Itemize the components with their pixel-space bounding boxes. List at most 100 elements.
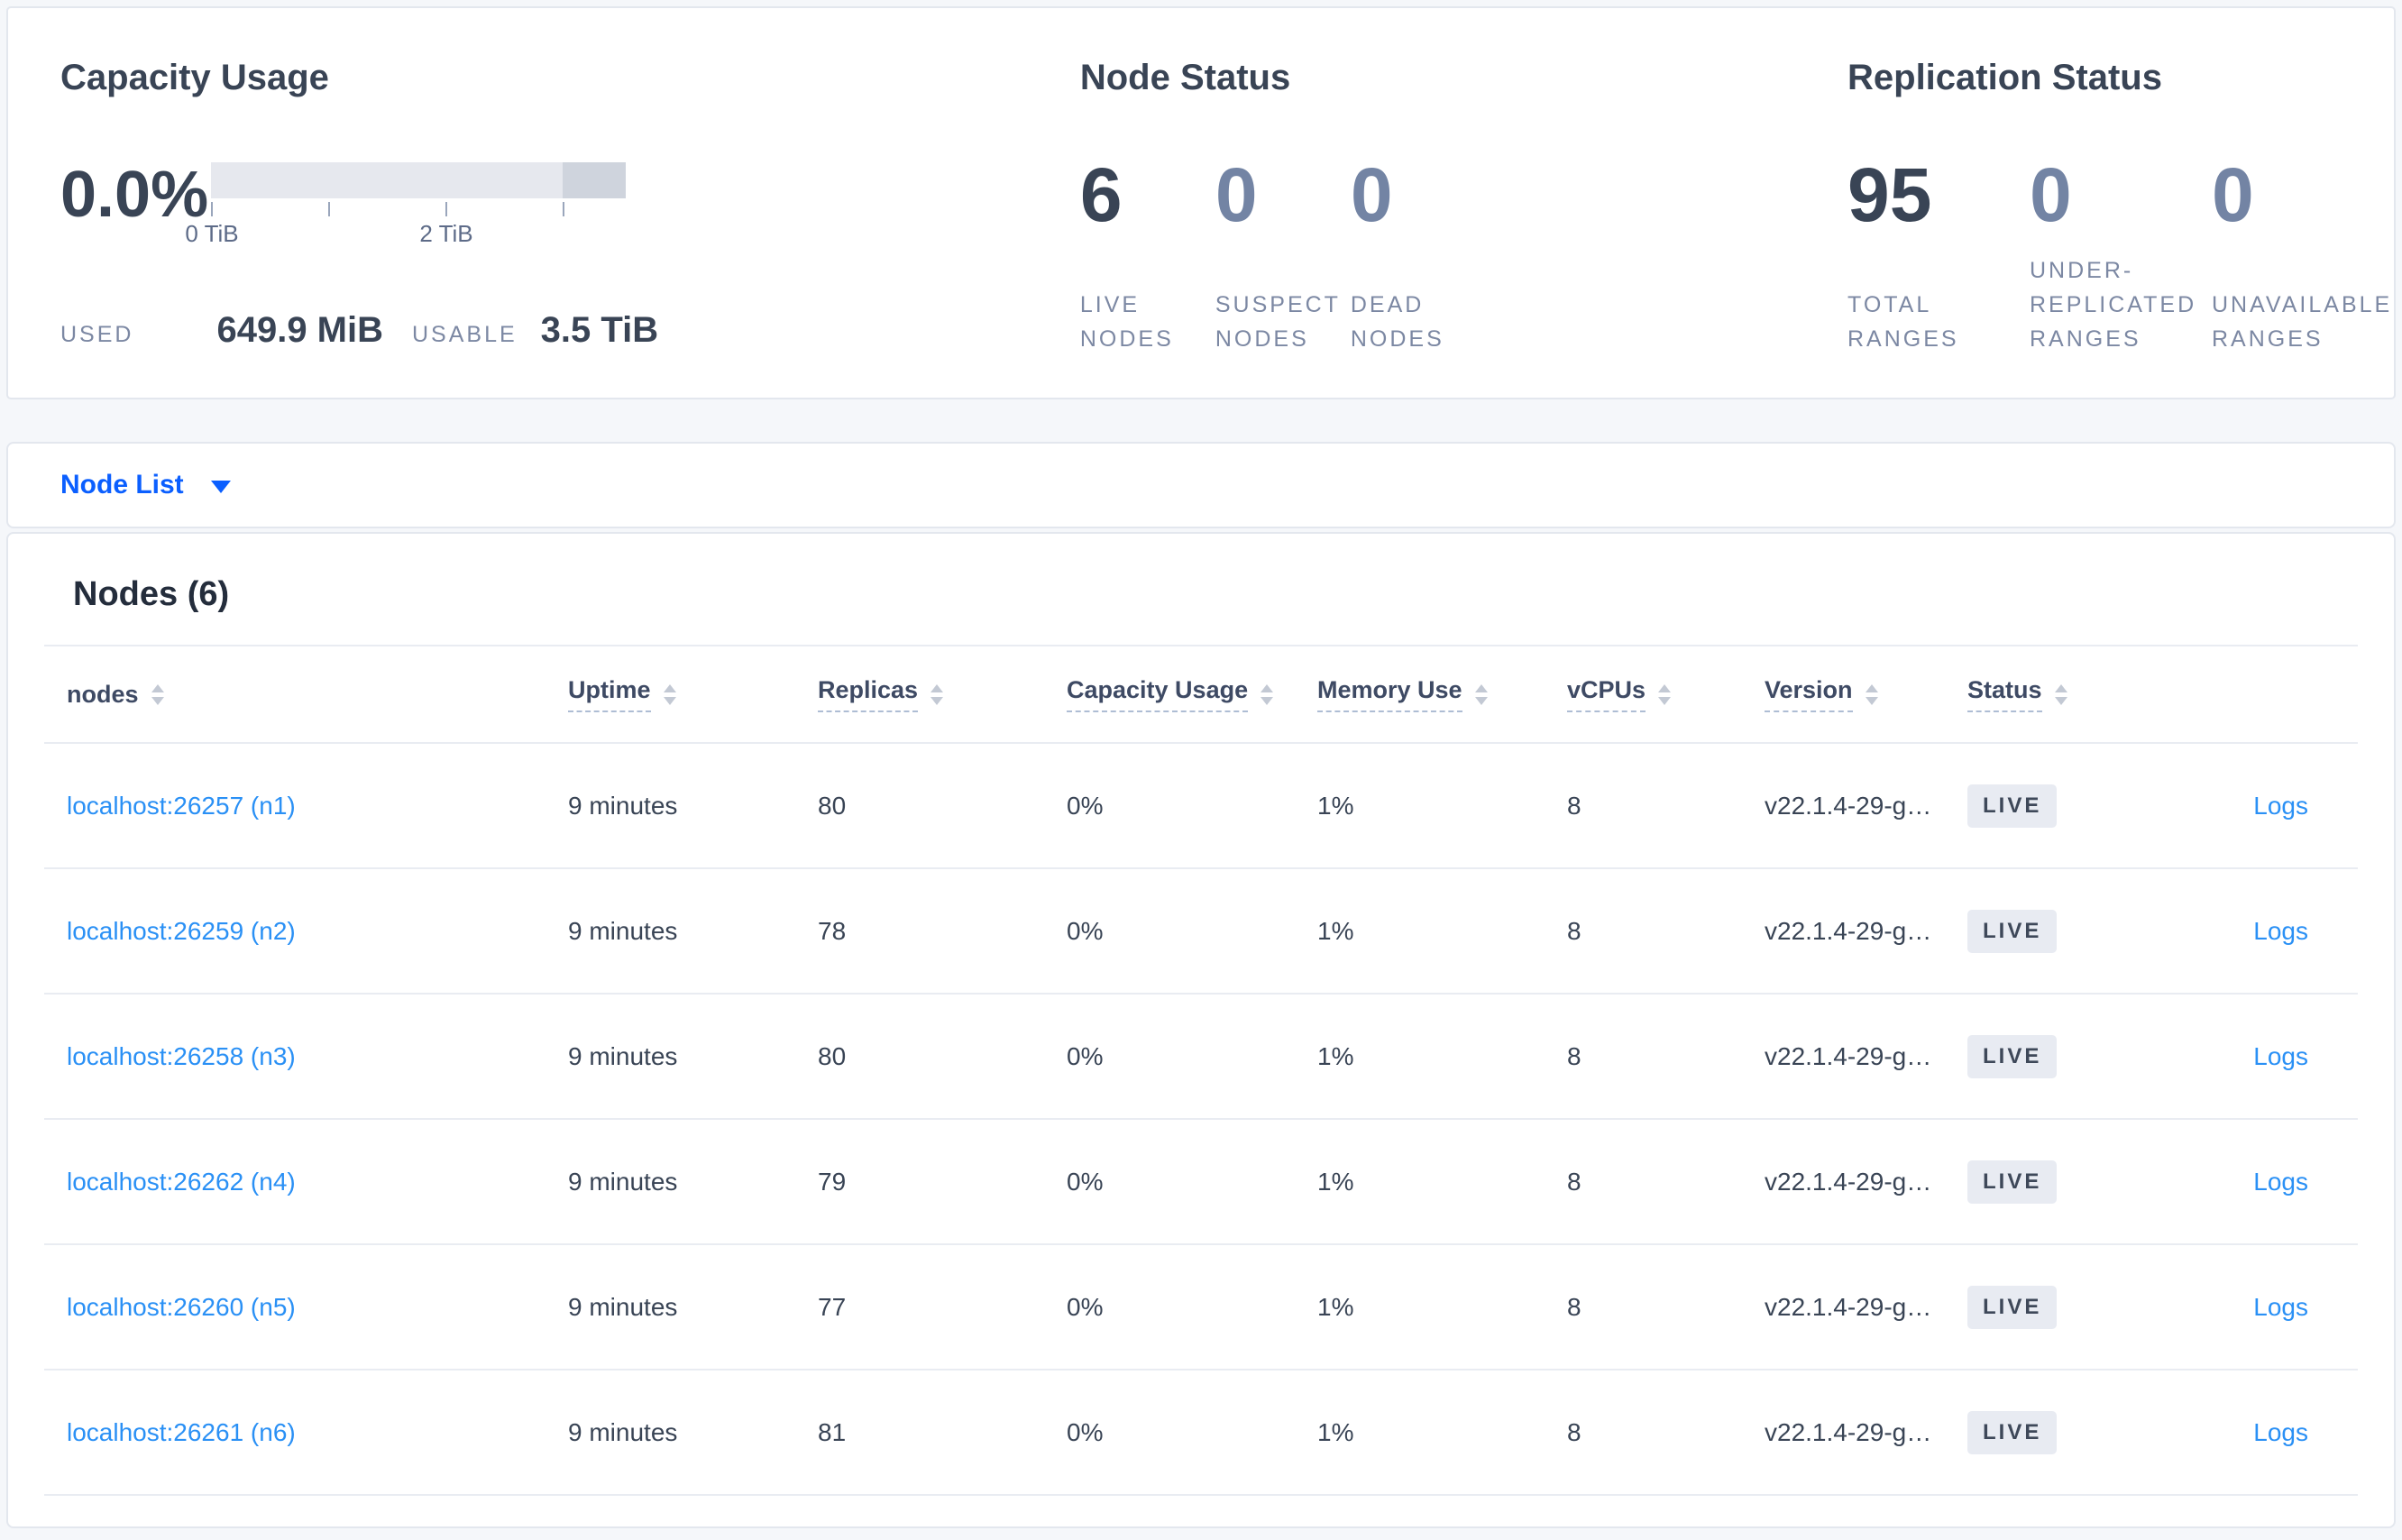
node-link[interactable]: localhost:26257 (n1)	[67, 791, 296, 820]
table-row: localhost:26261 (n6) 9 minutes 81 0% 1% …	[44, 1370, 2358, 1496]
column-header-replicas[interactable]: Replicas	[818, 676, 1067, 712]
axis-tick	[445, 202, 447, 216]
sort-icon	[663, 683, 676, 705]
usable-label: USABLE	[412, 322, 518, 347]
replicas-cell: 80	[818, 1041, 847, 1070]
node-link[interactable]: localhost:26260 (n5)	[67, 1292, 296, 1321]
live-nodes-value: 6	[1079, 152, 1123, 237]
replication-status-title: Replication Status	[1847, 58, 2162, 97]
nodes-table: nodes Uptime Replicas Capacity Usage Mem…	[44, 645, 2358, 1496]
axis-tick	[211, 202, 213, 216]
column-header-vcpus[interactable]: vCPUs	[1567, 676, 1765, 712]
chevron-down-icon	[210, 481, 231, 493]
capacity-cell: 0%	[1067, 791, 1104, 820]
under-replicated-ranges-label: UNDER-REPLICATED RANGES	[2030, 258, 2197, 352]
logs-link[interactable]: Logs	[2253, 916, 2308, 945]
capacity-bar-track	[211, 162, 626, 198]
replicas-cell: 81	[818, 1417, 847, 1446]
uptime-cell: 9 minutes	[568, 1167, 678, 1196]
uptime-cell: 9 minutes	[568, 1417, 678, 1446]
memory-cell: 1%	[1317, 916, 1354, 945]
replicas-cell: 79	[818, 1167, 847, 1196]
capacity-usage-section: Capacity Usage 0.0% 0 TiB 2 TiB USED 649…	[60, 56, 1080, 359]
cluster-summary-panel: Capacity Usage 0.0% 0 TiB 2 TiB USED 649…	[6, 6, 2396, 399]
uptime-cell: 9 minutes	[568, 791, 678, 820]
node-link[interactable]: localhost:26261 (n6)	[67, 1417, 296, 1446]
under-replicated-ranges-stat: 0 UNDER-REPLICATED RANGES	[2030, 157, 2212, 356]
sort-icon	[1474, 683, 1488, 705]
capacity-cell: 0%	[1067, 1167, 1104, 1196]
nodes-table-title: Nodes (6)	[73, 575, 230, 613]
dead-nodes-label: DEAD NODES	[1350, 292, 1444, 352]
version-cell: v22.1.4-29-g…	[1765, 1167, 1932, 1196]
logs-link[interactable]: Logs	[2253, 1292, 2308, 1321]
logs-link[interactable]: Logs	[2253, 1417, 2308, 1446]
capacity-bar: 0 TiB 2 TiB	[185, 162, 626, 247]
vcpus-cell: 8	[1567, 1167, 1581, 1196]
view-selector-dropdown[interactable]: Node List	[6, 442, 2396, 528]
node-link[interactable]: localhost:26262 (n4)	[67, 1167, 296, 1196]
replicas-cell: 80	[818, 791, 847, 820]
vcpus-cell: 8	[1567, 1417, 1581, 1446]
unavailable-ranges-stat: 0 UNAVAILABLE RANGES	[2212, 157, 2394, 356]
live-nodes-stat: 6 LIVE NODES	[1080, 157, 1215, 356]
under-replicated-ranges-value: 0	[2030, 152, 2072, 237]
node-link[interactable]: localhost:26259 (n2)	[67, 916, 296, 945]
dead-nodes-value: 0	[1350, 152, 1393, 237]
table-row: localhost:26257 (n1) 9 minutes 80 0% 1% …	[44, 744, 2358, 869]
total-ranges-stat: 95 TOTAL RANGES	[1847, 157, 2030, 356]
capacity-cell: 0%	[1067, 916, 1104, 945]
nodes-table-card: Nodes (6) nodes Uptime Replicas Capacity…	[6, 532, 2396, 1528]
status-badge: LIVE	[1967, 1034, 2058, 1078]
unavailable-ranges-label: UNAVAILABLE RANGES	[2212, 292, 2393, 352]
column-header-version[interactable]: Version	[1765, 676, 1967, 712]
table-header-row: nodes Uptime Replicas Capacity Usage Mem…	[44, 645, 2358, 744]
column-header-capacity-usage[interactable]: Capacity Usage	[1067, 676, 1317, 712]
status-badge: LIVE	[1967, 909, 2058, 953]
vcpus-cell: 8	[1567, 1041, 1581, 1070]
axis-tick-label: 2 TiB	[419, 220, 473, 247]
view-selector-label[interactable]: Node List	[60, 470, 184, 500]
uptime-cell: 9 minutes	[568, 1041, 678, 1070]
column-header-status[interactable]: Status	[1967, 676, 2197, 712]
version-cell: v22.1.4-29-g…	[1765, 791, 1932, 820]
status-badge: LIVE	[1967, 784, 2058, 828]
dead-nodes-stat: 0 DEAD NODES	[1351, 157, 1486, 356]
vcpus-cell: 8	[1567, 791, 1581, 820]
logs-link[interactable]: Logs	[2253, 1167, 2308, 1196]
unavailable-ranges-value: 0	[2212, 152, 2254, 237]
capacity-gauge: 0.0% 0 TiB 2 TiB	[60, 157, 1080, 247]
used-label: USED	[60, 322, 134, 347]
sort-icon	[1658, 683, 1672, 705]
logs-link[interactable]: Logs	[2253, 1041, 2308, 1070]
sort-icon	[1261, 683, 1274, 705]
table-row: localhost:26260 (n5) 9 minutes 77 0% 1% …	[44, 1245, 2358, 1370]
column-header-memory-use[interactable]: Memory Use	[1317, 676, 1567, 712]
axis-tick	[563, 202, 564, 216]
node-link[interactable]: localhost:26258 (n3)	[67, 1041, 296, 1070]
column-header-nodes[interactable]: nodes	[44, 681, 568, 709]
version-cell: v22.1.4-29-g…	[1765, 1041, 1932, 1070]
column-header-uptime[interactable]: Uptime	[568, 676, 818, 712]
vcpus-cell: 8	[1567, 1292, 1581, 1321]
live-nodes-label: LIVE NODES	[1079, 292, 1174, 352]
replicas-cell: 77	[818, 1292, 847, 1321]
capacity-cell: 0%	[1067, 1041, 1104, 1070]
capacity-bar-reserved-segment	[563, 162, 626, 198]
sort-icon	[1865, 683, 1878, 705]
memory-cell: 1%	[1317, 1041, 1354, 1070]
used-value: 649.9 MiB	[216, 310, 383, 350]
uptime-cell: 9 minutes	[568, 916, 678, 945]
logs-link[interactable]: Logs	[2253, 791, 2308, 820]
suspect-nodes-value: 0	[1215, 152, 1258, 237]
capacity-cell: 0%	[1067, 1292, 1104, 1321]
version-cell: v22.1.4-29-g…	[1765, 916, 1932, 945]
axis-tick-label: 0 TiB	[185, 220, 239, 247]
table-row: localhost:26259 (n2) 9 minutes 78 0% 1% …	[44, 869, 2358, 995]
usable-value: 3.5 TiB	[540, 310, 659, 350]
memory-cell: 1%	[1317, 1417, 1354, 1446]
capacity-percent-value: 0.0%	[60, 159, 209, 231]
node-status-section: Node Status 6 LIVE NODES 0 SUSPECT NODES…	[1080, 56, 1847, 359]
table-row: localhost:26262 (n4) 9 minutes 79 0% 1% …	[44, 1120, 2358, 1245]
replication-status-section: Replication Status 95 TOTAL RANGES 0 UND…	[1847, 56, 2394, 359]
